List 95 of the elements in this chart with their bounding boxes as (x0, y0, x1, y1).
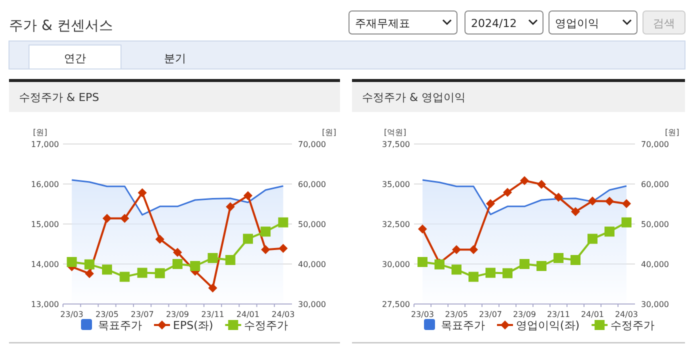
y2-tick-label: 30,000 (298, 300, 326, 309)
point (190, 261, 200, 271)
point (570, 255, 580, 265)
legend-label: 목표주가 (98, 319, 142, 332)
point (120, 272, 130, 282)
x-tick-label: 23/11 (546, 310, 570, 319)
point (242, 234, 253, 244)
y-tick-label: 17,000 (31, 140, 59, 149)
point (102, 264, 112, 275)
point (520, 176, 529, 186)
x-tick-label: 23/09 (512, 310, 536, 319)
y-tick-label: 14,000 (31, 260, 59, 269)
point (418, 224, 427, 234)
x-tick-label: 23/11 (201, 310, 224, 319)
x-tick-label: 24/01 (236, 310, 260, 319)
point (604, 226, 614, 237)
y-tick-label: 16,000 (31, 180, 59, 189)
point (486, 268, 496, 278)
y-tick-label: 13,000 (31, 300, 59, 309)
y-tick-label: 37,500 (382, 140, 410, 149)
x-tick-label: 23/07 (478, 310, 502, 319)
y2-tick-label: 40,000 (641, 260, 669, 269)
y2-tick-label: 60,000 (641, 180, 669, 189)
legend-label: 수정주가 (244, 319, 288, 332)
x-tick-label: 24/03 (614, 310, 638, 319)
point (208, 253, 218, 263)
point (278, 244, 288, 253)
point (469, 245, 478, 254)
point (502, 268, 512, 278)
point (226, 202, 235, 212)
point (588, 196, 597, 206)
x-tick-label: 23/03 (410, 310, 434, 319)
point (605, 196, 614, 206)
y-tick-label: 32,500 (382, 220, 410, 229)
point (503, 188, 512, 197)
point (468, 272, 478, 282)
y-axis-title: [억원] (384, 128, 406, 137)
y-axis-title: [원] (33, 128, 48, 137)
point (571, 207, 580, 216)
y2-axis-title: [원] (322, 128, 336, 137)
y-tick-label: 15,000 (31, 220, 59, 229)
point (537, 180, 546, 189)
x-tick-label: 23/05 (96, 310, 119, 319)
legend-label: 영업이익(좌) (516, 319, 580, 332)
point (173, 248, 182, 257)
point (172, 259, 182, 269)
y-tick-label: 30,000 (382, 260, 410, 269)
point (536, 261, 546, 271)
legend-label: 목표주가 (441, 319, 485, 332)
point (622, 217, 632, 228)
y2-tick-label: 50,000 (641, 220, 669, 229)
point (66, 257, 77, 267)
point (554, 192, 563, 202)
page-header: 주가 & 컨센서스 주재무제표 2024/12 영업이익 검색 연간 분기 (8, 10, 686, 70)
y2-tick-label: 60,000 (298, 180, 326, 189)
point (225, 255, 236, 265)
y2-tick-label: 50,000 (298, 220, 326, 229)
point (138, 188, 147, 198)
y2-tick-label: 70,000 (641, 140, 669, 149)
point (486, 199, 495, 208)
point (452, 245, 461, 254)
point (155, 234, 164, 244)
x-tick-label: 23/03 (60, 310, 84, 319)
chart-title: 수정주가 & 영업이익 (362, 91, 466, 104)
point (84, 259, 94, 270)
point (120, 214, 130, 223)
y2-tick-label: 40,000 (298, 260, 326, 269)
y2-axis-title: [원] (665, 128, 680, 137)
point (520, 259, 530, 269)
y2-tick-label: 30,000 (641, 300, 669, 309)
y-tick-label: 35,000 (382, 180, 410, 189)
point (452, 264, 462, 275)
point (208, 284, 218, 292)
x-tick-label: 24/03 (272, 310, 295, 319)
y2-tick-label: 70,000 (298, 140, 326, 149)
x-tick-label: 23/05 (444, 310, 468, 319)
point (154, 268, 165, 278)
point (137, 268, 148, 278)
y-tick-label: 27,500 (382, 300, 410, 309)
point (278, 217, 288, 228)
point (261, 245, 270, 254)
point (622, 199, 631, 208)
legend-label: 수정주가 (610, 319, 655, 332)
point (243, 191, 252, 200)
legend-label: EPS(좌) (173, 319, 214, 332)
chart-title: 수정주가 & EPS (19, 91, 100, 104)
point (260, 226, 271, 237)
x-tick-label: 24/01 (580, 310, 604, 319)
x-tick-label: 23/09 (166, 310, 190, 319)
point (102, 214, 112, 223)
x-tick-label: 23/07 (130, 310, 154, 319)
point (554, 253, 564, 263)
point (84, 269, 94, 278)
point (588, 234, 598, 244)
point (418, 257, 428, 267)
